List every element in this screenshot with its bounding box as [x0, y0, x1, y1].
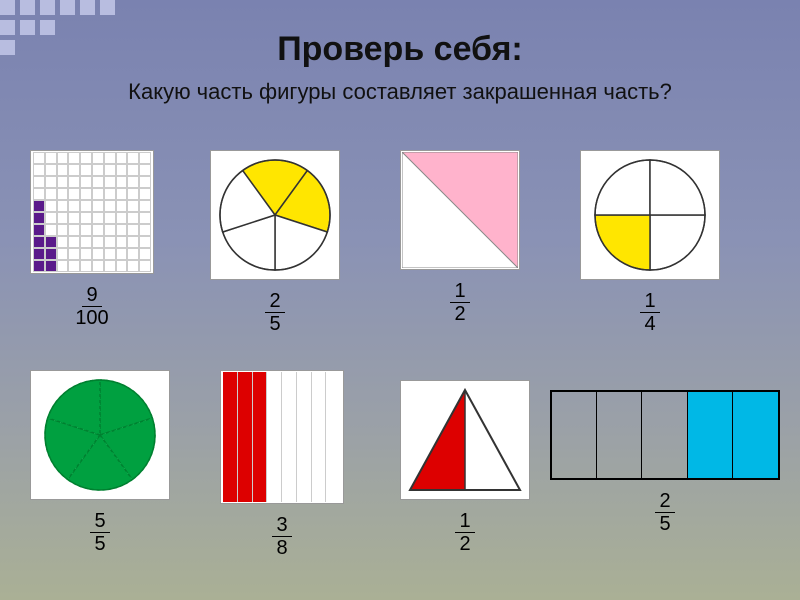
figure-3: 1 2: [400, 150, 520, 325]
grid-10x10: [33, 152, 151, 272]
figure-2-box: [210, 150, 340, 280]
half-square: [402, 152, 518, 268]
fraction-8: 2 5: [655, 490, 674, 535]
figure-2: 2 5: [210, 150, 340, 335]
figure-1-box: [30, 150, 154, 274]
fraction-2-num: 2: [265, 290, 284, 313]
figure-1: 9 100: [30, 150, 154, 329]
fraction-5-num: 5: [90, 510, 109, 533]
half-triangle: [405, 385, 525, 495]
page-subtitle: Какую часть фигуры составляет закрашенна…: [0, 79, 800, 105]
figure-5-box: [30, 370, 170, 500]
fraction-1-den: 100: [71, 307, 112, 329]
figure-8: 2 5: [550, 390, 780, 535]
fraction-4-den: 4: [640, 313, 659, 335]
figure-5: 5 5: [30, 370, 170, 555]
fraction-7-den: 2: [455, 533, 474, 555]
pie-2-5: [215, 155, 335, 275]
fraction-4-num: 1: [640, 290, 659, 313]
figure-7: 1 2: [400, 380, 530, 555]
figures-grid: 9 100 2 5: [0, 150, 800, 590]
fraction-2: 2 5: [265, 290, 284, 335]
fraction-1: 9 100: [71, 284, 112, 329]
fraction-5-den: 5: [90, 533, 109, 555]
fraction-7: 1 2: [455, 510, 474, 555]
fraction-4: 1 4: [640, 290, 659, 335]
pie-5-5: [40, 375, 160, 495]
fraction-8-num: 2: [655, 490, 674, 513]
row-1: 9 100 2 5: [0, 150, 800, 370]
fraction-6-num: 3: [272, 514, 291, 537]
fraction-2-den: 5: [265, 313, 284, 335]
row-2: 5 5 3 8 1 2: [0, 370, 800, 590]
corner-decoration: [0, 0, 200, 50]
fraction-6-den: 8: [272, 537, 291, 559]
figure-6-box: [220, 370, 344, 504]
fraction-1-num: 9: [82, 284, 101, 307]
figure-3-box: [400, 150, 520, 270]
fraction-3-den: 2: [450, 303, 469, 325]
stripes-8: [223, 372, 341, 502]
figure-6: 3 8: [220, 370, 344, 559]
pie-1-4: [590, 155, 710, 275]
figure-7-box: [400, 380, 530, 500]
figure-4: 1 4: [580, 150, 720, 335]
fraction-6: 3 8: [272, 514, 291, 559]
fraction-3: 1 2: [450, 280, 469, 325]
fraction-3-num: 1: [450, 280, 469, 303]
fraction-8-den: 5: [655, 513, 674, 535]
fraction-7-num: 1: [455, 510, 474, 533]
figure-4-box: [580, 150, 720, 280]
stripes-5: [550, 390, 780, 480]
fraction-5: 5 5: [90, 510, 109, 555]
